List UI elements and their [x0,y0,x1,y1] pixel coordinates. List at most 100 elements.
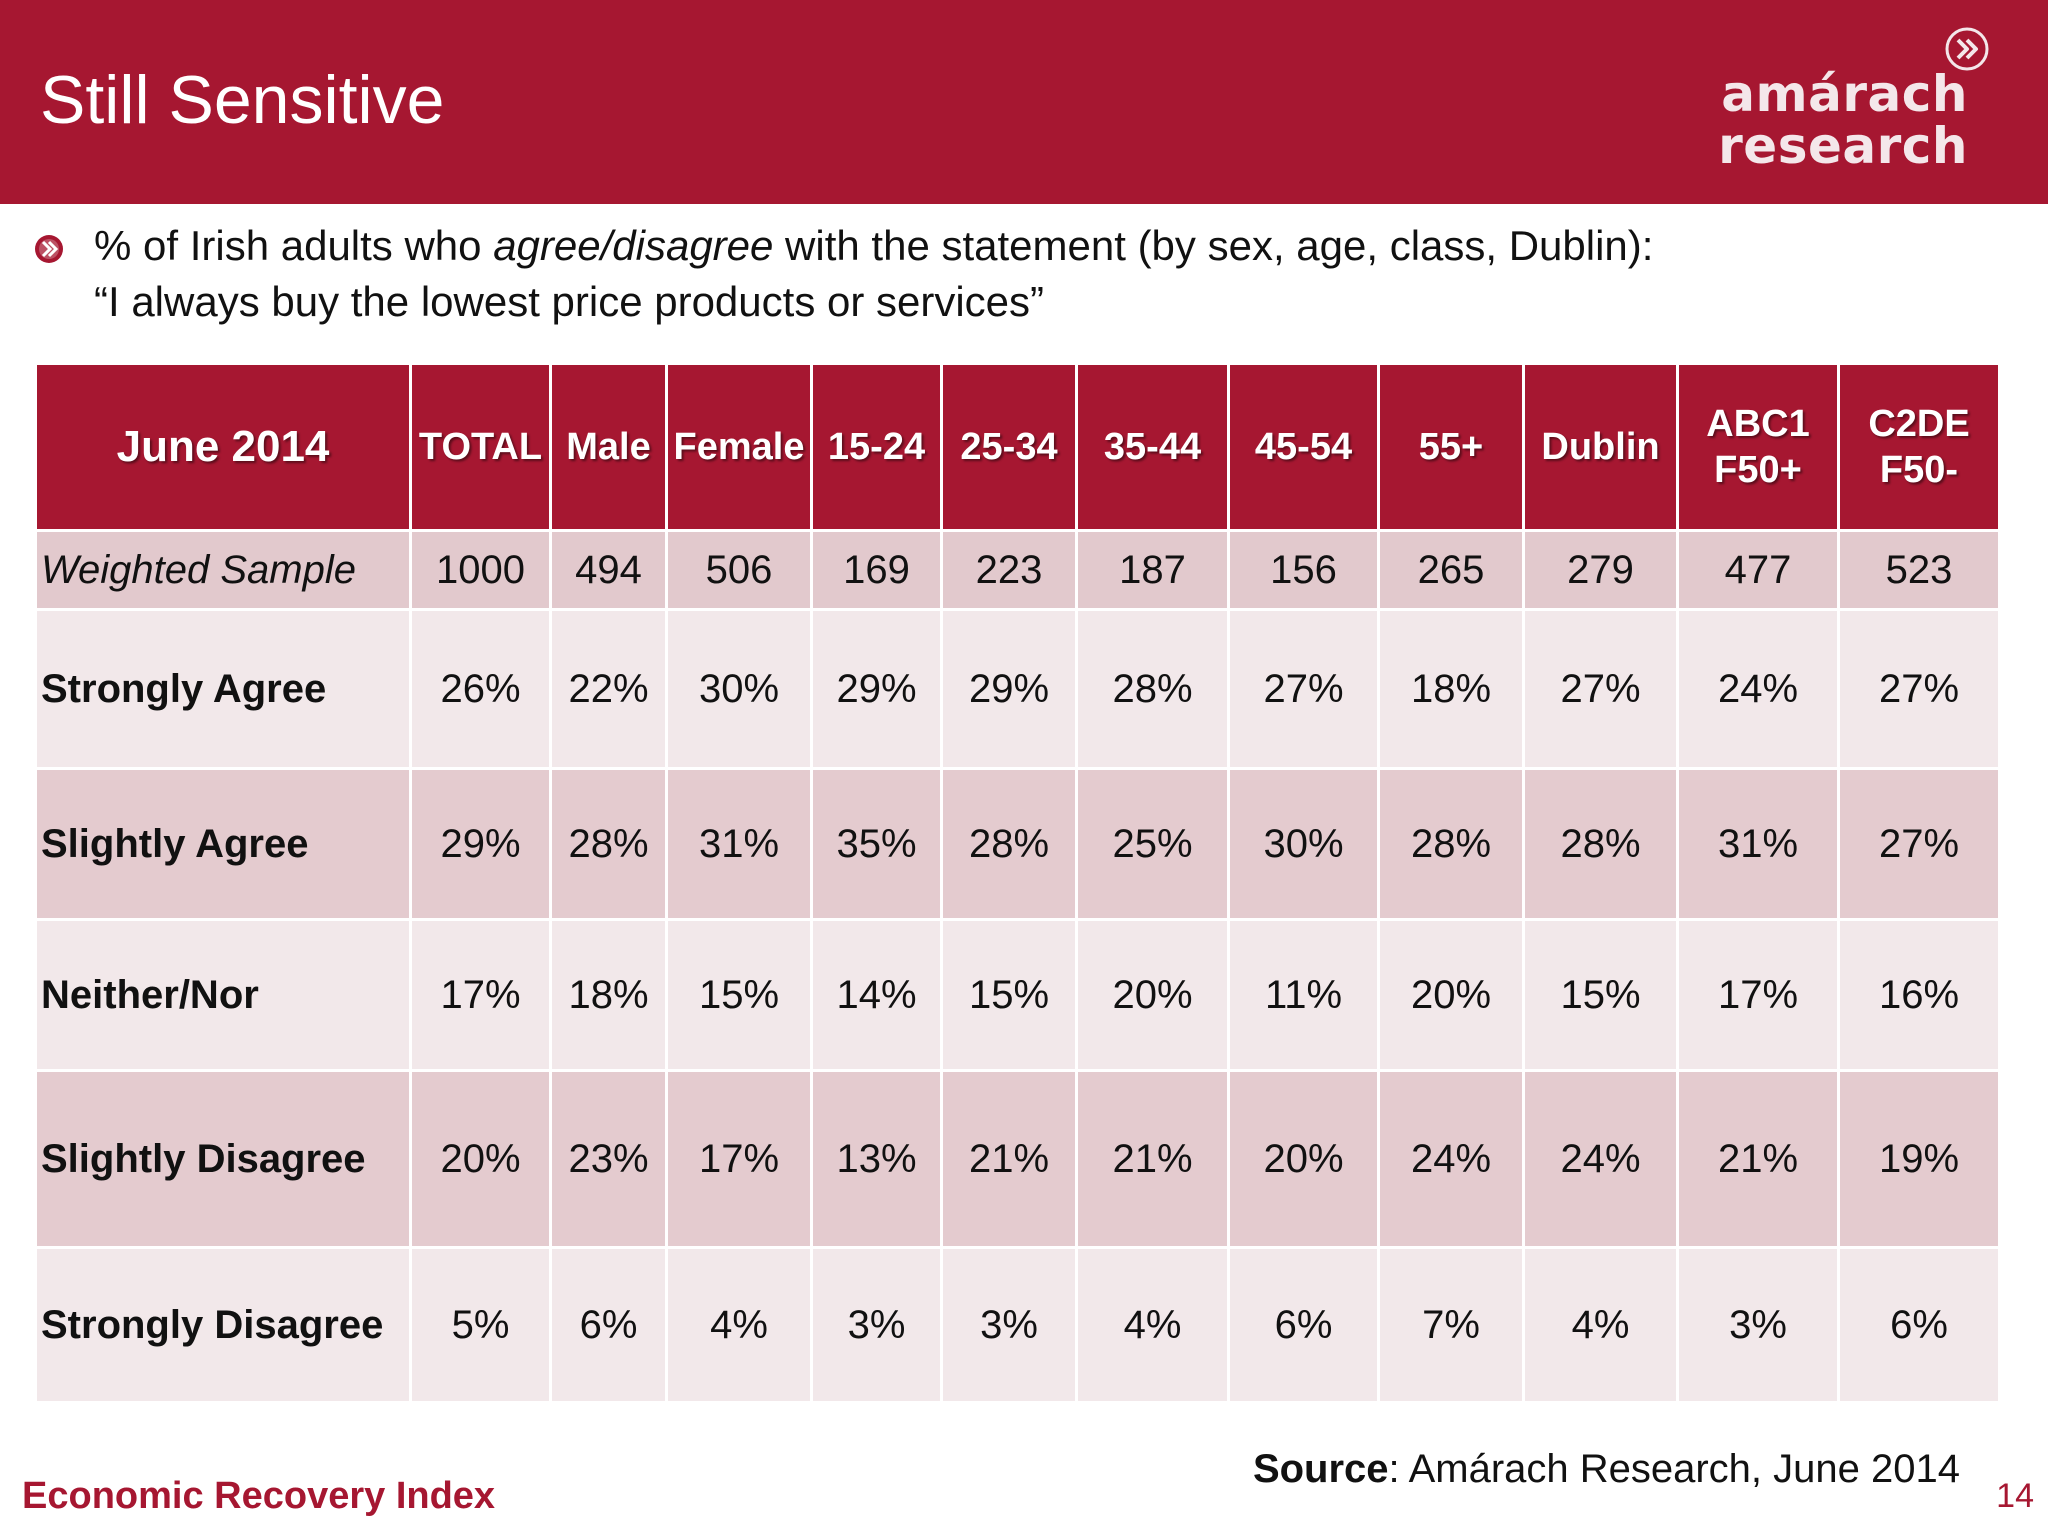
logo-line1: amárach [1721,65,1968,123]
table-cell: 4% [1078,1249,1227,1401]
table-cell: 21% [1679,1072,1837,1246]
table-cell: 28% [943,770,1075,918]
table-cell: 523 [1840,532,1998,608]
table-cell: 156 [1230,532,1377,608]
table-cell: 279 [1525,532,1676,608]
table-cell: 21% [943,1072,1075,1246]
column-header: Female [668,365,810,529]
table-cell: 21% [1078,1072,1227,1246]
column-header-line2: F50+ [1714,449,1802,491]
table-cell: 30% [1230,770,1377,918]
table-cell: 15% [668,921,810,1069]
data-table: June 2014 TOTAL Male Female 15-24 25-34 35-44… [34,362,2001,1404]
row-label: Neither/Nor [37,921,409,1069]
table-body: Weighted Sample 1000 494 506 169 223 187 156 265… [37,532,1998,1401]
table-cell: 16% [1840,921,1998,1069]
subtitle-line1-post: with the statement (by sex, age, class, … [773,222,1654,269]
table-cell: 27% [1230,611,1377,767]
table-row: Neither/Nor 17% 18% 15% 14% 15% 20% 11% 20% 15% 17… [37,921,1998,1069]
table-cell: 31% [1679,770,1837,918]
table-row: Slightly Disagree 20% 23% 17% 13% 21% 21% 20% 24… [37,1072,1998,1246]
subtitle-line1-emphasis: agree/disagree [493,222,774,269]
table-cell: 28% [552,770,665,918]
header-band [0,0,2048,204]
table-cell: 3% [943,1249,1075,1401]
logo-line2: research [1718,117,1968,175]
page-number: 14 [1996,1477,2034,1515]
subtitle-line1: % of Irish adults who agree/disagree wit… [94,218,1653,274]
column-header: Dublin [1525,365,1676,529]
subtitle-line2: “I always buy the lowest price products … [94,278,1045,325]
column-header-line2: F50- [1879,449,1959,491]
table-cell: 169 [813,532,940,608]
table-cell: 17% [668,1072,810,1246]
slide-title: Still Sensitive [40,62,445,138]
table-cell: 29% [412,770,549,918]
table-cell: 20% [1230,1072,1377,1246]
table-cell: 14% [813,921,940,1069]
row-label: Weighted Sample [37,532,409,608]
column-header-line1: Dublin [1541,426,1660,468]
table-cell: 18% [552,921,665,1069]
table-cell: 27% [1840,611,1998,767]
column-header-line1: Male [566,426,651,468]
table-cell: 24% [1525,1072,1676,1246]
table-cell: 20% [1078,921,1227,1069]
subtitle-line1-pre: % of Irish adults who [94,222,494,269]
table-cell: 13% [813,1072,940,1246]
column-header: 55+ [1380,365,1522,529]
table-cell: 30% [668,611,810,767]
table-cell: 23% [552,1072,665,1246]
footer-source: Source: Amárach Research, June 2014 [1253,1446,1960,1492]
table-cell: 187 [1078,532,1227,608]
source-text: : Amárach Research, June 2014 [1388,1447,1960,1491]
column-header: ABC1 F50+ [1679,365,1837,529]
chevron-bullet-icon [35,235,63,263]
column-header: 35-44 [1078,365,1227,529]
logo-text: amárach research [1718,68,1968,172]
table-cell: 265 [1380,532,1522,608]
table-cell: 6% [1840,1249,1998,1401]
table-cell: 3% [1679,1249,1837,1401]
column-header-line1: Female [673,426,805,468]
logo: amárach research [1718,27,1990,178]
column-header-line1: 45-54 [1254,426,1353,468]
column-header-line1: 55+ [1418,426,1484,468]
column-header: Male [552,365,665,529]
table-header-row: June 2014 TOTAL Male Female 15-24 25-34 35-44… [37,365,1998,529]
table-cell: 7% [1380,1249,1522,1401]
subtitle-text: % of Irish adults who agree/disagree wit… [94,218,1653,330]
table-cell: 494 [552,532,665,608]
table-cell: 24% [1679,611,1837,767]
table-cell: 35% [813,770,940,918]
table-cell: 6% [1230,1249,1377,1401]
table-cell: 18% [1380,611,1522,767]
column-header-line1: 25-34 [960,426,1058,468]
table-row: Slightly Agree 29% 28% 31% 35% 28% 25% 30% 28% 28… [37,770,1998,918]
table-cell: 22% [552,611,665,767]
column-header: TOTAL [412,365,549,529]
table-cell: 20% [1380,921,1522,1069]
table-cell: 29% [943,611,1075,767]
table-cell: 27% [1840,770,1998,918]
table-cell: 28% [1078,611,1227,767]
row-label: Slightly Agree [37,770,409,918]
table-cell: 27% [1525,611,1676,767]
column-header-line1: ABC1 [1706,403,1810,445]
table-cell: 3% [813,1249,940,1401]
row-label: Strongly Agree [37,611,409,767]
table-cell: 28% [1525,770,1676,918]
table-cell: 477 [1679,532,1837,608]
table-cell: 31% [668,770,810,918]
row-label: Strongly Disagree [37,1249,409,1401]
table-cell: 29% [813,611,940,767]
column-header: C2DE F50- [1840,365,1998,529]
table-cell: 17% [412,921,549,1069]
source-label: Source [1252,1447,1389,1491]
table-cell: 6% [552,1249,665,1401]
table-cell: 24% [1380,1072,1522,1246]
column-header-line1: 35-44 [1103,426,1202,468]
chevron-circle-icon [1945,27,1989,71]
table-row: Weighted Sample 1000 494 506 169 223 187 156 265… [37,532,1998,608]
table-cell: 15% [943,921,1075,1069]
